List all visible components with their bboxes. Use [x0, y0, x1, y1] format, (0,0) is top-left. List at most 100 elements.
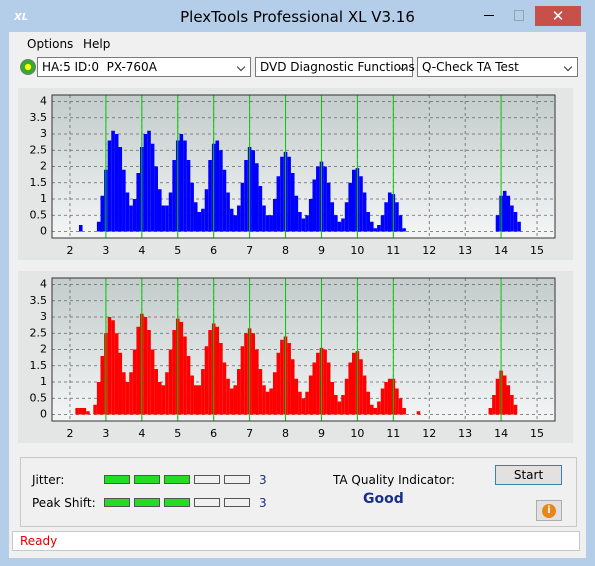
- bar: [186, 160, 191, 232]
- meter-cell: [224, 475, 250, 484]
- bar: [334, 395, 338, 415]
- minimize-button[interactable]: [477, 8, 501, 22]
- ta-quality-value: Good: [363, 491, 404, 507]
- ta-quality-label: TA Quality Indicator:: [333, 473, 455, 487]
- status-bar: [12, 531, 580, 551]
- bar: [93, 404, 97, 415]
- bar: [298, 212, 302, 232]
- bar: [290, 173, 295, 232]
- start-button[interactable]: Start: [495, 465, 562, 485]
- bar: [348, 182, 353, 232]
- bar: [125, 382, 130, 415]
- window-title: PlexTools Professional XL V3.16: [180, 8, 415, 26]
- x-tick-label: 12: [422, 427, 436, 440]
- bar: [344, 202, 349, 232]
- bar: [107, 140, 112, 232]
- bar: [154, 166, 158, 232]
- bar: [122, 169, 126, 232]
- bar: [208, 330, 212, 415]
- bar: [132, 199, 137, 232]
- bar: [262, 205, 266, 232]
- bar: [143, 317, 148, 415]
- bar: [294, 378, 299, 415]
- bar: [226, 378, 230, 415]
- bar: [272, 372, 277, 415]
- bar: [168, 349, 173, 415]
- bar: [402, 228, 406, 232]
- drive-select[interactable]: HA:5 ID:0 PX-760A: [37, 57, 251, 77]
- bar: [240, 346, 245, 415]
- y-tick-label: 3: [40, 310, 47, 323]
- bar: [258, 369, 263, 415]
- bar: [377, 401, 381, 415]
- plot-border: [51, 94, 556, 239]
- close-button[interactable]: ✕: [535, 6, 581, 26]
- y-tick-label: 1: [40, 375, 47, 388]
- test-select[interactable]: Q-Check TA Test: [417, 57, 578, 77]
- bar: [362, 192, 367, 232]
- bar: [326, 182, 331, 232]
- bar: [222, 362, 227, 415]
- bar: [114, 134, 119, 232]
- bar: [254, 163, 259, 232]
- function-select[interactable]: DVD Diagnostic Functions: [255, 57, 415, 77]
- meter-cell: [164, 498, 190, 507]
- x-tick-label: 15: [530, 244, 544, 257]
- bar: [506, 385, 511, 415]
- bar: [316, 166, 320, 232]
- x-tick-label: 2: [66, 427, 73, 440]
- bar: [308, 375, 313, 415]
- bar: [219, 343, 223, 415]
- bar: [157, 189, 162, 232]
- drive-icon: [20, 59, 36, 75]
- bar: [208, 160, 212, 232]
- maximize-button[interactable]: [507, 8, 531, 22]
- bar: [265, 391, 270, 415]
- bar: [114, 333, 119, 415]
- y-tick-label: 2: [40, 160, 47, 173]
- bar: [352, 352, 356, 415]
- menu-item[interactable]: Help: [83, 37, 111, 51]
- x-tick-label: 10: [350, 427, 364, 440]
- x-tick-label: 9: [318, 427, 325, 440]
- bar: [154, 369, 158, 415]
- bar: [359, 176, 363, 232]
- bar: [513, 404, 518, 415]
- bar: [78, 225, 83, 232]
- bar: [190, 182, 194, 232]
- bar: [172, 160, 176, 232]
- info-button[interactable]: i: [536, 500, 562, 521]
- bar: [237, 205, 241, 232]
- bar: [265, 215, 270, 232]
- bar: [316, 352, 320, 415]
- menu-item[interactable]: Options: [27, 37, 74, 51]
- bar: [107, 317, 112, 415]
- bar: [492, 395, 496, 415]
- bar: [502, 375, 507, 415]
- bar: [377, 225, 381, 232]
- bar: [290, 359, 295, 415]
- bar: [366, 212, 370, 232]
- y-tick-label: 3.5: [30, 294, 48, 307]
- y-tick-label: 1: [40, 192, 47, 205]
- bar: [323, 166, 327, 232]
- status-text: Ready: [20, 534, 58, 548]
- x-tick-label: 3: [102, 244, 109, 257]
- x-tick-label: 7: [246, 244, 253, 257]
- bar: [197, 212, 202, 232]
- bar: [488, 408, 493, 415]
- bar: [179, 321, 184, 415]
- bar: [136, 173, 141, 232]
- bar: [416, 411, 421, 415]
- bar: [298, 391, 302, 415]
- bar: [337, 221, 342, 232]
- bar: [330, 202, 335, 232]
- peak-shift-value: 3: [259, 496, 267, 510]
- x-tick-label: 11: [386, 244, 400, 257]
- bar: [272, 199, 277, 232]
- x-tick-label: 13: [458, 244, 472, 257]
- x-tick-label: 3: [102, 427, 109, 440]
- bar: [219, 150, 223, 232]
- bar: [330, 382, 335, 415]
- y-tick-label: 1.5: [30, 176, 48, 189]
